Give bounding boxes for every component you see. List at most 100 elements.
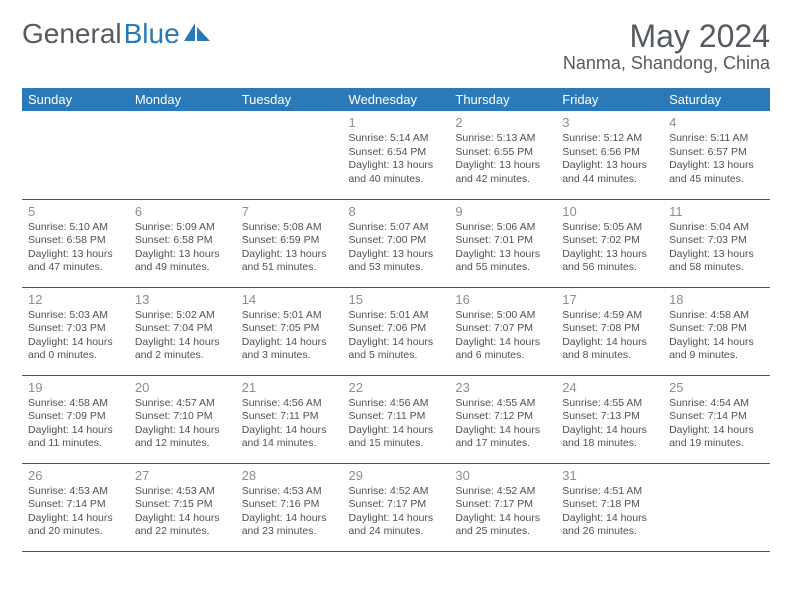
day-details: Sunrise: 5:00 AM Sunset: 7:07 PM Dayligh… <box>455 309 550 364</box>
day-cell: 7 Sunrise: 5:08 AM Sunset: 6:59 PM Daylig… <box>236 199 343 287</box>
day-cell: 12 Sunrise: 5:03 AM Sunset: 7:03 PM Dayli… <box>22 287 129 375</box>
day-details: Sunrise: 4:53 AM Sunset: 7:14 PM Dayligh… <box>28 485 123 540</box>
day-details: Sunrise: 4:51 AM Sunset: 7:18 PM Dayligh… <box>562 485 657 540</box>
day-cell <box>663 463 770 551</box>
day-details: Sunrise: 5:07 AM Sunset: 7:00 PM Dayligh… <box>349 221 444 276</box>
day-number: 17 <box>562 292 657 307</box>
location-text: Nanma, Shandong, China <box>563 53 770 74</box>
day-cell: 3Sunrise: 5:12 AM Sunset: 6:56 PM Daylig… <box>556 111 663 199</box>
day-number: 11 <box>669 204 764 219</box>
weekday-col: Tuesday <box>236 88 343 111</box>
weekday-col: Saturday <box>663 88 770 111</box>
day-cell: 23Sunrise: 4:55 AM Sunset: 7:12 PM Dayli… <box>449 375 556 463</box>
day-number: 8 <box>349 204 444 219</box>
day-details: Sunrise: 4:54 AM Sunset: 7:14 PM Dayligh… <box>669 397 764 452</box>
day-number: 1 <box>349 115 444 130</box>
day-cell: 26Sunrise: 4:53 AM Sunset: 7:14 PM Dayli… <box>22 463 129 551</box>
day-cell: 15Sunrise: 5:01 AM Sunset: 7:06 PM Dayli… <box>343 287 450 375</box>
day-details: Sunrise: 5:08 AM Sunset: 6:59 PM Dayligh… <box>242 221 337 276</box>
day-cell: 1 Sunrise: 5:14 AM Sunset: 6:54 PM Daylig… <box>343 111 450 199</box>
day-details: Sunrise: 5:02 AM Sunset: 7:04 PM Dayligh… <box>135 309 230 364</box>
header-row: GeneralBlue May 2024 Nanma, Shandong, Ch… <box>22 18 770 82</box>
weekday-col: Friday <box>556 88 663 111</box>
brand-text-blue: Blue <box>124 18 180 50</box>
day-cell: 27 Sunrise: 4:53 AM Sunset: 7:15 PM Dayli… <box>129 463 236 551</box>
day-details: Sunrise: 5:01 AM Sunset: 7:05 PM Dayligh… <box>242 309 337 364</box>
day-cell <box>22 111 129 199</box>
day-number: 19 <box>28 380 123 395</box>
day-details: Sunrise: 5:03 AM Sunset: 7:03 PM Dayligh… <box>28 309 123 364</box>
day-cell: 19 Sunrise: 4:58 AM Sunset: 7:09 PM Dayli… <box>22 375 129 463</box>
day-details: Sunrise: 5:11 AM Sunset: 6:57 PM Dayligh… <box>669 132 764 187</box>
brand-text-gray: General <box>22 18 122 50</box>
day-cell: 2 Sunrise: 5:13 AM Sunset: 6:55 PM Daylig… <box>449 111 556 199</box>
day-cell: 10 Sunrise: 5:05 AM Sunset: 7:02 PM Dayli… <box>556 199 663 287</box>
brand-logo: GeneralBlue <box>22 18 210 50</box>
day-number: 7 <box>242 204 337 219</box>
day-number: 28 <box>242 468 337 483</box>
day-details: Sunrise: 4:58 AM Sunset: 7:09 PM Dayligh… <box>28 397 123 452</box>
table-row: 12 Sunrise: 5:03 AM Sunset: 7:03 PM Dayli… <box>22 287 770 375</box>
day-cell: 9 Sunrise: 5:06 AM Sunset: 7:01 PM Daylig… <box>449 199 556 287</box>
day-number: 15 <box>349 292 444 307</box>
day-details: Sunrise: 5:10 AM Sunset: 6:58 PM Dayligh… <box>28 221 123 276</box>
day-cell: 24Sunrise: 4:55 AM Sunset: 7:13 PM Dayli… <box>556 375 663 463</box>
weekday-col: Sunday <box>22 88 129 111</box>
weekday-header: Sunday Monday Tuesday Wednesday Thursday… <box>22 88 770 111</box>
table-row: 19 Sunrise: 4:58 AM Sunset: 7:09 PM Dayli… <box>22 375 770 463</box>
day-cell: 29Sunrise: 4:52 AM Sunset: 7:17 PM Dayli… <box>343 463 450 551</box>
day-cell: 16 Sunrise: 5:00 AM Sunset: 7:07 PM Dayli… <box>449 287 556 375</box>
day-number: 21 <box>242 380 337 395</box>
day-cell: 25 Sunrise: 4:54 AM Sunset: 7:14 PM Dayli… <box>663 375 770 463</box>
table-row: 26Sunrise: 4:53 AM Sunset: 7:14 PM Dayli… <box>22 463 770 551</box>
title-block: May 2024 Nanma, Shandong, China <box>563 18 770 82</box>
weekday-col: Wednesday <box>343 88 450 111</box>
day-cell: 8 Sunrise: 5:07 AM Sunset: 7:00 PM Daylig… <box>343 199 450 287</box>
day-details: Sunrise: 4:58 AM Sunset: 7:08 PM Dayligh… <box>669 309 764 364</box>
day-details: Sunrise: 4:56 AM Sunset: 7:11 PM Dayligh… <box>242 397 337 452</box>
day-cell: 31 Sunrise: 4:51 AM Sunset: 7:18 PM Dayli… <box>556 463 663 551</box>
day-number: 30 <box>455 468 550 483</box>
day-number: 16 <box>455 292 550 307</box>
day-cell: 21 Sunrise: 4:56 AM Sunset: 7:11 PM Dayli… <box>236 375 343 463</box>
table-row: 5 Sunrise: 5:10 AM Sunset: 6:58 PM Daylig… <box>22 199 770 287</box>
day-number: 18 <box>669 292 764 307</box>
day-number: 4 <box>669 115 764 130</box>
day-number: 13 <box>135 292 230 307</box>
day-details: Sunrise: 5:12 AM Sunset: 6:56 PM Dayligh… <box>562 132 657 187</box>
day-details: Sunrise: 5:14 AM Sunset: 6:54 PM Dayligh… <box>349 132 444 187</box>
day-number: 27 <box>135 468 230 483</box>
day-details: Sunrise: 5:06 AM Sunset: 7:01 PM Dayligh… <box>455 221 550 276</box>
day-details: Sunrise: 4:53 AM Sunset: 7:15 PM Dayligh… <box>135 485 230 540</box>
day-number: 12 <box>28 292 123 307</box>
day-number: 9 <box>455 204 550 219</box>
day-number: 14 <box>242 292 337 307</box>
day-cell <box>129 111 236 199</box>
day-cell: 4 Sunrise: 5:11 AM Sunset: 6:57 PM Daylig… <box>663 111 770 199</box>
day-number: 25 <box>669 380 764 395</box>
day-number: 5 <box>28 204 123 219</box>
weekday-col: Thursday <box>449 88 556 111</box>
day-details: Sunrise: 5:09 AM Sunset: 6:58 PM Dayligh… <box>135 221 230 276</box>
day-number: 24 <box>562 380 657 395</box>
day-cell: 18 Sunrise: 4:58 AM Sunset: 7:08 PM Dayli… <box>663 287 770 375</box>
day-cell: 14 Sunrise: 5:01 AM Sunset: 7:05 PM Dayli… <box>236 287 343 375</box>
day-number: 10 <box>562 204 657 219</box>
day-details: Sunrise: 4:59 AM Sunset: 7:08 PM Dayligh… <box>562 309 657 364</box>
day-number: 22 <box>349 380 444 395</box>
day-number: 20 <box>135 380 230 395</box>
day-number: 6 <box>135 204 230 219</box>
day-cell: 30Sunrise: 4:52 AM Sunset: 7:17 PM Dayli… <box>449 463 556 551</box>
day-number: 31 <box>562 468 657 483</box>
day-details: Sunrise: 5:04 AM Sunset: 7:03 PM Dayligh… <box>669 221 764 276</box>
day-details: Sunrise: 5:05 AM Sunset: 7:02 PM Dayligh… <box>562 221 657 276</box>
day-cell: 17 Sunrise: 4:59 AM Sunset: 7:08 PM Dayli… <box>556 287 663 375</box>
day-cell: 22Sunrise: 4:56 AM Sunset: 7:11 PM Dayli… <box>343 375 450 463</box>
calendar-body: 1 Sunrise: 5:14 AM Sunset: 6:54 PM Daylig… <box>22 111 770 551</box>
day-number: 29 <box>349 468 444 483</box>
weekday-col: Monday <box>129 88 236 111</box>
day-details: Sunrise: 4:57 AM Sunset: 7:10 PM Dayligh… <box>135 397 230 452</box>
day-details: Sunrise: 5:13 AM Sunset: 6:55 PM Dayligh… <box>455 132 550 187</box>
day-cell: 28Sunrise: 4:53 AM Sunset: 7:16 PM Dayli… <box>236 463 343 551</box>
day-number: 2 <box>455 115 550 130</box>
